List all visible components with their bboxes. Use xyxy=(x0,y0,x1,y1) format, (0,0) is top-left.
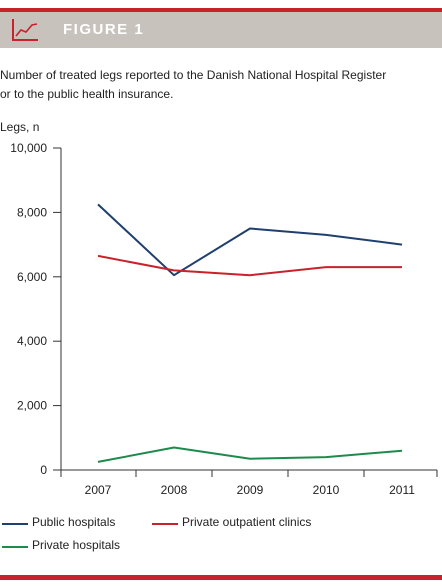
x-tick-label: 2007 xyxy=(85,483,112,497)
legend-label: Private hospitals xyxy=(32,538,121,552)
figure-label: FIGURE 1 xyxy=(63,21,145,38)
bottom-rule xyxy=(0,575,442,580)
caption-line-1: Number of treated legs reported to the D… xyxy=(0,68,387,82)
x-tick-label: 2008 xyxy=(161,483,188,497)
legend-swatch xyxy=(2,523,28,525)
top-rule xyxy=(0,8,442,12)
y-tick-label: 0 xyxy=(40,463,47,477)
y-tick-label: 4,000 xyxy=(17,334,47,348)
y-tick-label: 6,000 xyxy=(17,270,47,284)
legend-swatch xyxy=(2,546,28,548)
y-tick-label: 10,000 xyxy=(10,141,47,155)
legend-label: Private outpatient clinics xyxy=(182,515,312,529)
figure-header: FIGURE 1 xyxy=(0,12,442,48)
series-line-private-hospitals xyxy=(97,446,403,463)
x-tick-label: 2009 xyxy=(237,483,264,497)
x-tick-label: 2010 xyxy=(313,483,340,497)
line-chart-icon xyxy=(12,19,38,41)
caption-line-2: or to the public health insurance. xyxy=(0,87,174,101)
y-axis-title: Legs, n xyxy=(0,120,40,134)
x-tick-label: 2011 xyxy=(389,483,415,497)
legend-swatch xyxy=(152,523,178,525)
y-tick-label: 2,000 xyxy=(17,399,47,413)
figure-caption: Number of treated legs reported to the D… xyxy=(0,66,442,104)
series-line-private-outpatient-clinics xyxy=(97,254,402,277)
legend-label: Public hospitals xyxy=(32,515,116,529)
y-tick-label: 8,000 xyxy=(17,205,47,219)
line-chart: 0 2,000 4,000 6,000 8,000 10,000 2007 2008 2009 2… xyxy=(10,141,438,497)
